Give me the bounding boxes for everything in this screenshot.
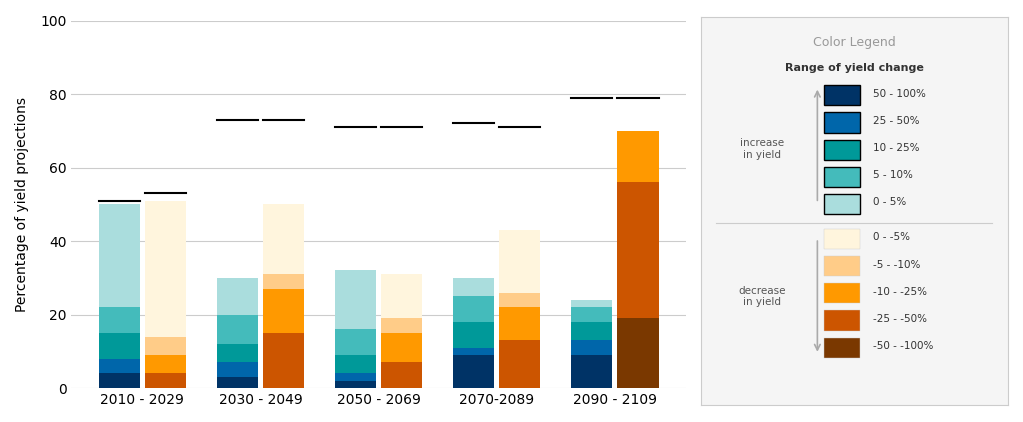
Bar: [617, 131, 659, 182]
Bar: [571, 300, 613, 307]
FancyBboxPatch shape: [824, 256, 860, 276]
Bar: [335, 373, 376, 381]
Bar: [144, 355, 186, 373]
Bar: [571, 355, 613, 388]
Text: -25 - -50%: -25 - -50%: [873, 314, 927, 324]
Bar: [453, 348, 494, 355]
Bar: [144, 373, 186, 388]
Bar: [98, 333, 140, 359]
Bar: [263, 274, 304, 289]
FancyBboxPatch shape: [824, 338, 860, 358]
Bar: [335, 271, 376, 329]
Bar: [453, 355, 494, 388]
Text: 5 - 10%: 5 - 10%: [873, 170, 913, 180]
FancyBboxPatch shape: [824, 85, 860, 106]
Bar: [499, 341, 540, 388]
FancyBboxPatch shape: [824, 140, 860, 160]
Bar: [335, 355, 376, 373]
Text: 0 - 5%: 0 - 5%: [873, 197, 906, 208]
Text: -10 - -25%: -10 - -25%: [873, 287, 927, 297]
Bar: [381, 274, 422, 318]
Bar: [453, 278, 494, 296]
Bar: [98, 373, 140, 388]
FancyBboxPatch shape: [824, 311, 860, 330]
Text: Color Legend: Color Legend: [813, 36, 895, 49]
Bar: [571, 322, 613, 341]
Bar: [381, 333, 422, 362]
Bar: [144, 337, 186, 355]
Bar: [381, 318, 422, 333]
Bar: [499, 307, 540, 341]
Bar: [499, 292, 540, 307]
Bar: [217, 377, 258, 388]
FancyBboxPatch shape: [824, 229, 860, 249]
Bar: [98, 359, 140, 373]
Bar: [335, 329, 376, 355]
Bar: [263, 289, 304, 333]
Bar: [98, 307, 140, 333]
Text: -5 - -10%: -5 - -10%: [873, 260, 920, 270]
Bar: [217, 344, 258, 362]
Bar: [335, 381, 376, 388]
FancyBboxPatch shape: [824, 194, 860, 214]
Text: decrease
in yield: decrease in yield: [739, 286, 786, 307]
Bar: [617, 318, 659, 388]
Text: 50 - 100%: 50 - 100%: [873, 89, 926, 99]
Text: Range of yield change: Range of yield change: [785, 63, 924, 73]
Bar: [263, 333, 304, 388]
Text: 25 - 50%: 25 - 50%: [873, 116, 919, 126]
Bar: [571, 341, 613, 355]
Bar: [217, 278, 258, 315]
Text: 10 - 25%: 10 - 25%: [873, 143, 919, 153]
Bar: [617, 182, 659, 318]
Bar: [499, 230, 540, 292]
FancyBboxPatch shape: [824, 167, 860, 187]
Bar: [217, 315, 258, 344]
Text: 0 - -5%: 0 - -5%: [873, 233, 909, 242]
Bar: [144, 200, 186, 337]
Text: increase
in yield: increase in yield: [740, 138, 785, 160]
Bar: [98, 204, 140, 307]
Text: -50 - -100%: -50 - -100%: [873, 341, 933, 351]
FancyBboxPatch shape: [824, 283, 860, 303]
Bar: [263, 204, 304, 274]
Bar: [453, 296, 494, 322]
Y-axis label: Percentage of yield projections: Percentage of yield projections: [15, 97, 29, 312]
Bar: [381, 362, 422, 388]
Bar: [453, 322, 494, 348]
Bar: [571, 307, 613, 322]
FancyBboxPatch shape: [824, 112, 860, 133]
Bar: [217, 362, 258, 377]
